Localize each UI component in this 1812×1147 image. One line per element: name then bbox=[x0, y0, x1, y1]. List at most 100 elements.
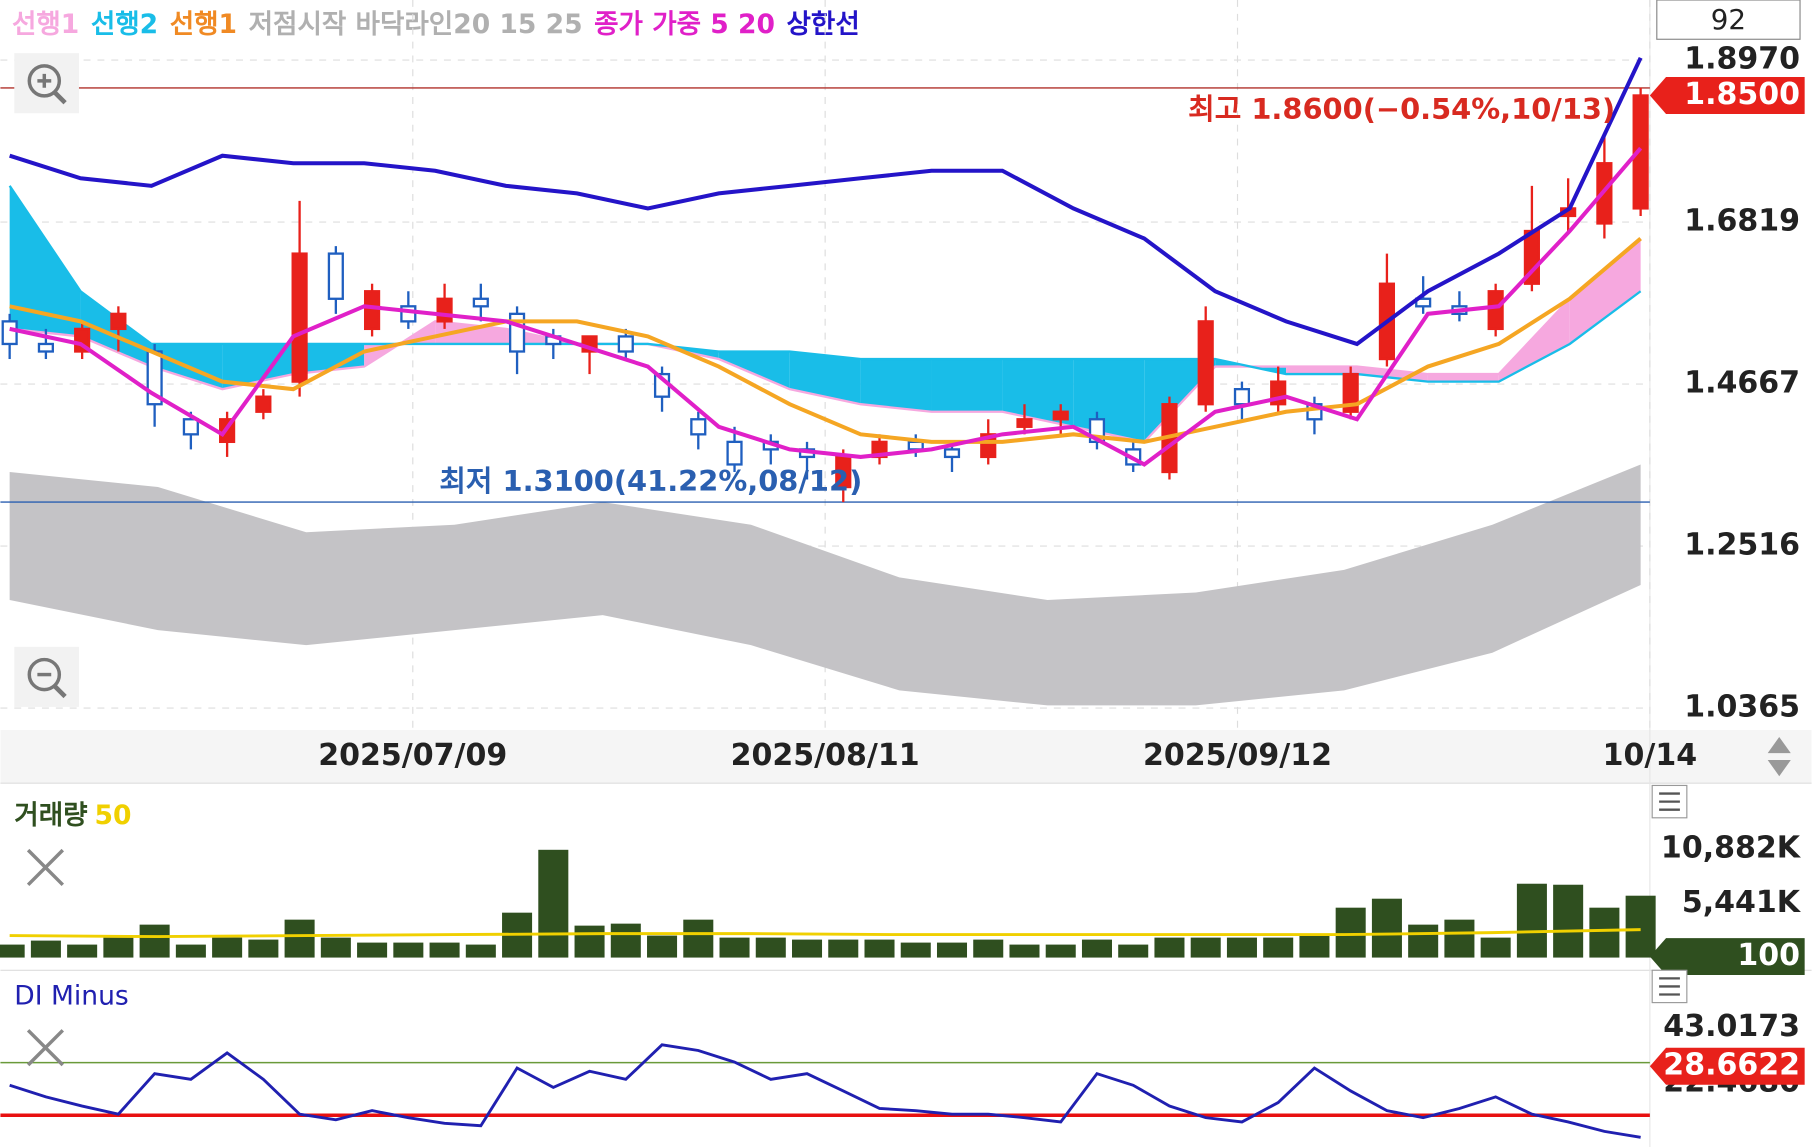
candle-body bbox=[690, 418, 707, 436]
floor-band bbox=[9, 464, 1641, 706]
volume-bar bbox=[1589, 907, 1620, 958]
cloud-segment bbox=[9, 185, 81, 337]
volume-bar bbox=[1371, 898, 1402, 958]
candle-body bbox=[255, 395, 272, 413]
volume-bar bbox=[0, 944, 25, 958]
volume-bar bbox=[647, 935, 678, 958]
volume-bar bbox=[212, 937, 243, 958]
zoom-out-bg[interactable] bbox=[14, 646, 79, 707]
overlay-line bbox=[9, 146, 1643, 467]
zoom-out[interactable] bbox=[14, 646, 79, 707]
candle-body bbox=[1, 320, 18, 346]
candle-body bbox=[327, 252, 344, 300]
cloud-segment bbox=[789, 351, 861, 405]
volume-bar bbox=[755, 937, 786, 958]
candle-body bbox=[943, 448, 961, 459]
close-volume[interactable] bbox=[26, 848, 65, 887]
candle-body bbox=[1052, 410, 1069, 421]
candle-body bbox=[1632, 94, 1649, 210]
scroll-arrows[interactable] bbox=[1767, 736, 1791, 777]
legend-entry: 선행2 bbox=[91, 9, 158, 40]
candle-body bbox=[1415, 297, 1432, 308]
legend-entry: 종가 가중 5 20 bbox=[594, 9, 775, 40]
candle-body bbox=[182, 418, 199, 436]
zoom-out-icon[interactable] bbox=[53, 684, 67, 699]
menu-icon[interactable] bbox=[1659, 977, 1680, 996]
y-tick-label: 1.4667 bbox=[1684, 366, 1800, 401]
candle-body bbox=[1487, 290, 1504, 331]
cloud-segment bbox=[293, 343, 365, 375]
close-di[interactable] bbox=[26, 1029, 65, 1067]
volume-bar bbox=[900, 942, 931, 958]
cloud-segment bbox=[1002, 359, 1074, 427]
zoom-in-icon[interactable] bbox=[37, 73, 52, 88]
volume-ma-label: 50 bbox=[94, 800, 131, 831]
last-price-box bbox=[1649, 76, 1805, 114]
candle-body bbox=[364, 290, 381, 331]
cloud-segment bbox=[931, 359, 1003, 412]
span-a-line bbox=[9, 237, 1642, 444]
cloud-segment bbox=[1286, 366, 1357, 375]
menu-box[interactable] bbox=[1651, 784, 1688, 819]
y-tick-label: 43.0173 bbox=[1663, 1009, 1800, 1044]
zoom-in-icon[interactable] bbox=[53, 90, 67, 105]
y-tick-label: 1.2516 bbox=[1684, 528, 1800, 563]
volume-bar bbox=[538, 849, 569, 958]
zoom-out-icon[interactable] bbox=[27, 657, 62, 692]
date-label: 10/14 bbox=[1603, 738, 1698, 773]
cloud-segment bbox=[860, 359, 932, 412]
volume-bar bbox=[139, 924, 170, 958]
volume-bar bbox=[357, 942, 388, 958]
overlay-line bbox=[9, 56, 1643, 347]
di-title: DI Minus bbox=[14, 980, 128, 1011]
volume-bar bbox=[1444, 919, 1475, 958]
cloud-segment bbox=[718, 351, 790, 390]
di-last-box bbox=[1649, 1047, 1805, 1085]
y-tick-label: 1.6819 bbox=[1684, 204, 1800, 239]
cloud-segment bbox=[1427, 374, 1499, 382]
zoom-in-bg[interactable] bbox=[14, 53, 79, 114]
volume-bar bbox=[1299, 934, 1330, 958]
candle-body bbox=[726, 440, 743, 466]
legend-entry: 선행1 bbox=[12, 9, 79, 40]
cloud-segment bbox=[1498, 298, 1570, 382]
volume-bar bbox=[1263, 937, 1294, 958]
volume-bar bbox=[429, 942, 460, 958]
span-b-line bbox=[8, 185, 1642, 383]
y-tick-label: 1.0365 bbox=[1684, 690, 1800, 725]
candle-body bbox=[1016, 418, 1033, 428]
volume-bar bbox=[284, 919, 315, 958]
di-line bbox=[9, 1043, 1641, 1139]
volume-bar bbox=[1009, 944, 1040, 958]
volume-bar bbox=[719, 937, 750, 958]
menu-volume[interactable] bbox=[1651, 784, 1688, 819]
date-label: 2025/09/12 bbox=[1143, 738, 1332, 773]
volume-bar bbox=[864, 939, 895, 958]
volume-bar bbox=[393, 942, 424, 958]
overlay-line bbox=[9, 236, 1642, 444]
candle-body bbox=[1233, 387, 1251, 406]
count-badge-box[interactable] bbox=[1656, 0, 1801, 40]
volume-bar bbox=[320, 937, 351, 958]
volume-bar bbox=[1118, 944, 1149, 958]
count-badge: 92 bbox=[1711, 3, 1746, 36]
volume-ma-line bbox=[9, 928, 1641, 939]
zoom-in[interactable] bbox=[14, 53, 79, 114]
y-tick-label: 5,441K bbox=[1682, 885, 1802, 920]
date-label: 2025/07/09 bbox=[318, 738, 507, 773]
candle-body bbox=[436, 297, 453, 323]
menu-icon[interactable] bbox=[1659, 792, 1680, 811]
volume-bar bbox=[1154, 937, 1185, 958]
volume-bar bbox=[1516, 883, 1547, 958]
volume-bar bbox=[103, 937, 134, 958]
volume-bar bbox=[610, 923, 641, 958]
volume-bar bbox=[683, 919, 714, 958]
menu-di[interactable] bbox=[1651, 969, 1688, 1004]
low-annotation: 최저 1.3100(41.22%,08/12) bbox=[439, 464, 862, 498]
date-label: 2025/08/11 bbox=[731, 738, 920, 773]
zoom-in-icon[interactable] bbox=[27, 64, 62, 98]
volume-bar bbox=[1045, 944, 1076, 958]
volume-bar bbox=[936, 942, 968, 958]
